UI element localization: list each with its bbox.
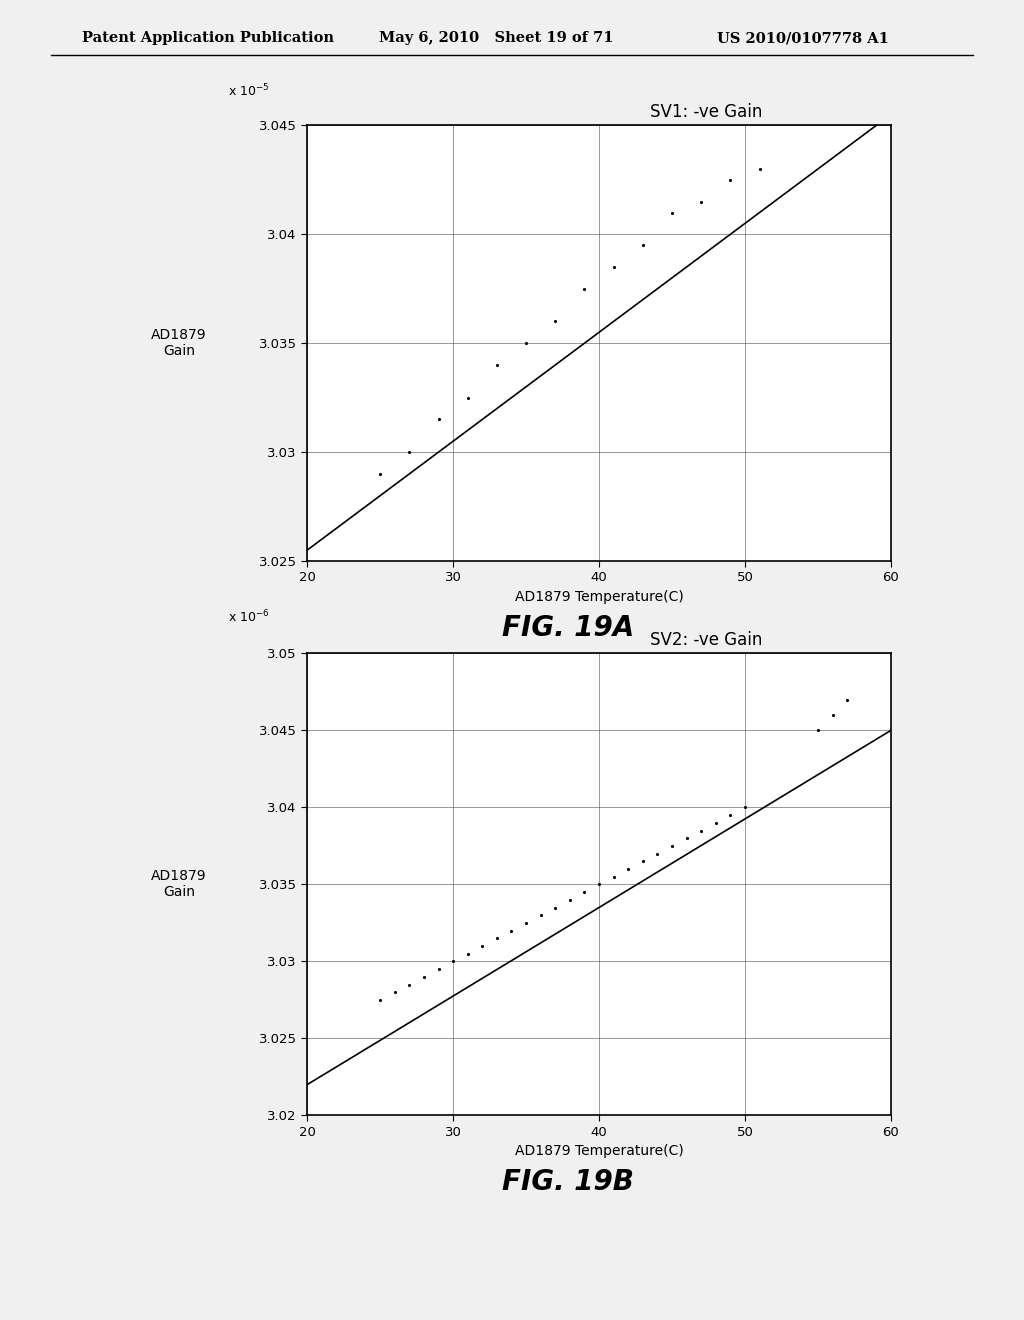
Text: SV2: -ve Gain: SV2: -ve Gain: [650, 631, 763, 649]
Text: x 10$^{-5}$: x 10$^{-5}$: [228, 83, 270, 99]
X-axis label: AD1879 Temperature(C): AD1879 Temperature(C): [515, 1144, 683, 1159]
X-axis label: AD1879 Temperature(C): AD1879 Temperature(C): [515, 590, 683, 605]
Text: US 2010/0107778 A1: US 2010/0107778 A1: [717, 32, 889, 45]
Text: AD1879
Gain: AD1879 Gain: [151, 870, 207, 899]
Text: SV1: -ve Gain: SV1: -ve Gain: [650, 103, 763, 121]
Text: May 6, 2010   Sheet 19 of 71: May 6, 2010 Sheet 19 of 71: [379, 32, 613, 45]
Text: Patent Application Publication: Patent Application Publication: [82, 32, 334, 45]
Text: AD1879
Gain: AD1879 Gain: [151, 329, 207, 358]
Text: x 10$^{-6}$: x 10$^{-6}$: [228, 609, 270, 626]
Text: FIG. 19B: FIG. 19B: [503, 1168, 634, 1196]
Text: FIG. 19A: FIG. 19A: [502, 614, 635, 642]
